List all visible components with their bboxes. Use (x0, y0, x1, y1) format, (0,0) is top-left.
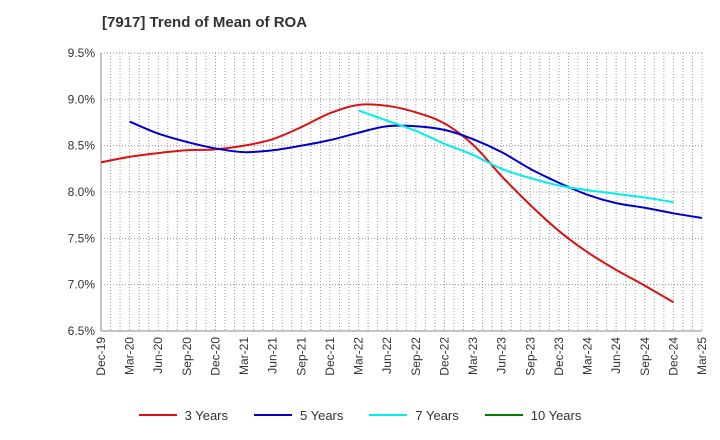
series-line-3-years (100, 103, 674, 304)
y-tick-label: 6.5% (68, 324, 96, 338)
series-line-5-years (129, 120, 703, 219)
legend-swatch (369, 414, 408, 416)
axes (100, 53, 702, 332)
x-tick-label: Sep-23 (523, 337, 537, 376)
x-tick-label: Dec-24 (666, 337, 680, 376)
x-tick-label: Dec-20 (208, 337, 222, 376)
series-lines (100, 103, 703, 304)
legend-label: 3 Years (184, 407, 228, 423)
legend-item-7-years: 7 Years (369, 404, 459, 426)
x-tick-label: Mar-23 (466, 337, 480, 375)
x-tick-label: Mar-24 (581, 337, 595, 375)
x-axis-ticks: Dec-19 Mar-20 Jun-20 Sep-20 Dec-20 Mar-21 Jun-… (94, 337, 709, 376)
x-tick-label: Dec-19 (94, 337, 108, 376)
x-tick-label: Sep-24 (638, 337, 652, 376)
legend-label: 5 Years (300, 407, 344, 423)
x-tick-label: Jun-22 (380, 337, 394, 374)
x-tick-label: Jun-21 (266, 337, 280, 374)
x-tick-label: Sep-22 (409, 337, 423, 376)
x-tick-label: Dec-23 (552, 337, 566, 376)
legend-item-5-years: 5 Years (254, 404, 343, 426)
y-tick-label: 8.0% (68, 185, 96, 199)
legend-item-3-years: 3 Years (138, 404, 228, 426)
x-tick-label: Sep-20 (180, 337, 194, 376)
legend-label: 10 Years (530, 407, 582, 423)
y-axis-ticks: 9.5% 9.0% 8.5% 8.0% 7.5% 7.0% 6.5% (68, 46, 96, 338)
legend-label: 7 Years (415, 407, 459, 423)
x-tick-label: Jun-24 (609, 337, 623, 374)
series-line-7-years (358, 109, 674, 204)
chart-title: [7917] Trend of Mean of ROA (102, 14, 308, 31)
y-tick-label: 9.5% (68, 46, 96, 60)
x-tick-label: Sep-21 (294, 337, 308, 376)
x-tick-label: Jun-23 (495, 337, 509, 374)
legend-item-10-years: 10 Years (484, 404, 582, 426)
legend-swatch (484, 414, 523, 416)
x-tick-label: Jun-20 (151, 337, 165, 374)
y-tick-label: 8.5% (68, 139, 96, 153)
grid (100, 52, 703, 332)
y-tick-label: 9.0% (68, 92, 96, 106)
x-tick-label: Mar-21 (237, 337, 251, 375)
legend-swatch (254, 414, 292, 416)
x-tick-label: Dec-21 (323, 337, 337, 376)
x-tick-label: Dec-22 (437, 337, 451, 376)
legend: 3 Years 5 Years 7 Years 10 Years (0, 404, 720, 426)
y-tick-label: 7.0% (68, 278, 96, 292)
legend-swatch (138, 414, 177, 416)
x-tick-label: Mar-20 (123, 337, 137, 375)
x-tick-label: Mar-22 (352, 337, 366, 375)
x-tick-label: Mar-25 (695, 337, 709, 375)
y-tick-label: 7.5% (68, 231, 96, 245)
